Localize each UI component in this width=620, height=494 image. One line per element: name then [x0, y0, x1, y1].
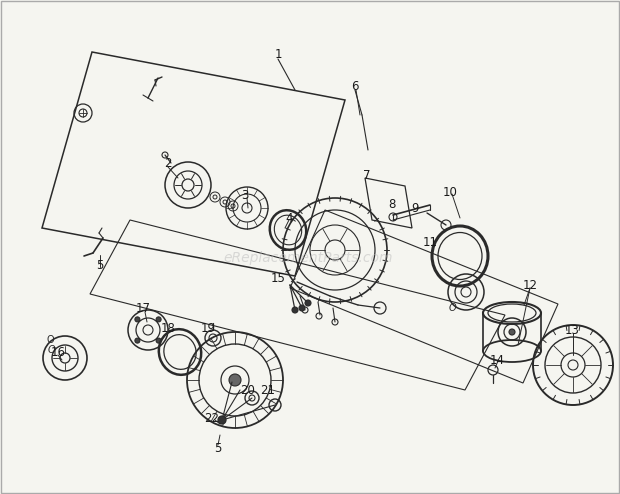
Circle shape [292, 307, 298, 313]
Text: O: O [47, 345, 55, 355]
Text: 12: 12 [523, 279, 538, 291]
Circle shape [218, 416, 226, 424]
Text: 15: 15 [270, 272, 285, 285]
Text: 5: 5 [215, 442, 222, 454]
Text: 4: 4 [285, 211, 293, 224]
Text: 19: 19 [200, 322, 216, 334]
Text: 22: 22 [205, 412, 219, 424]
Text: 8: 8 [388, 198, 396, 210]
Text: 9: 9 [411, 202, 418, 214]
Text: 6: 6 [352, 81, 359, 93]
Text: 3: 3 [241, 189, 249, 202]
Text: 10: 10 [443, 186, 458, 199]
Text: 2: 2 [164, 157, 172, 169]
Text: O: O [46, 335, 54, 345]
Circle shape [509, 329, 515, 335]
Circle shape [156, 317, 161, 322]
Circle shape [305, 300, 311, 306]
Text: 14: 14 [490, 354, 505, 367]
Text: 1: 1 [274, 48, 281, 61]
Text: 11: 11 [422, 236, 438, 248]
Text: 16: 16 [50, 345, 66, 359]
Circle shape [135, 317, 140, 322]
Circle shape [299, 305, 305, 311]
Text: 20: 20 [241, 383, 255, 397]
Circle shape [156, 338, 161, 343]
Text: 5: 5 [96, 258, 104, 272]
Text: 18: 18 [161, 322, 175, 334]
Text: 17: 17 [136, 301, 151, 315]
Text: 13: 13 [565, 324, 580, 336]
Circle shape [135, 338, 140, 343]
Text: eReplacementParts.com: eReplacementParts.com [223, 251, 392, 265]
Circle shape [229, 374, 241, 386]
Text: O: O [448, 303, 456, 313]
Text: 7: 7 [363, 168, 371, 181]
Text: 21: 21 [260, 383, 275, 397]
